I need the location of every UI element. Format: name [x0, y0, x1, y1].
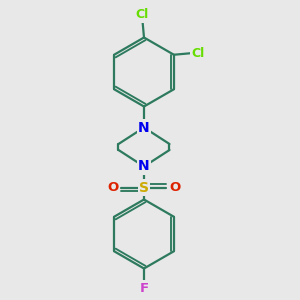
Text: Cl: Cl — [136, 8, 149, 22]
Text: N: N — [138, 160, 150, 173]
Text: O: O — [107, 181, 119, 194]
Text: Cl: Cl — [191, 47, 205, 60]
Text: S: S — [139, 181, 149, 194]
Text: O: O — [169, 181, 181, 194]
Text: N: N — [138, 121, 150, 134]
Text: F: F — [140, 281, 148, 295]
